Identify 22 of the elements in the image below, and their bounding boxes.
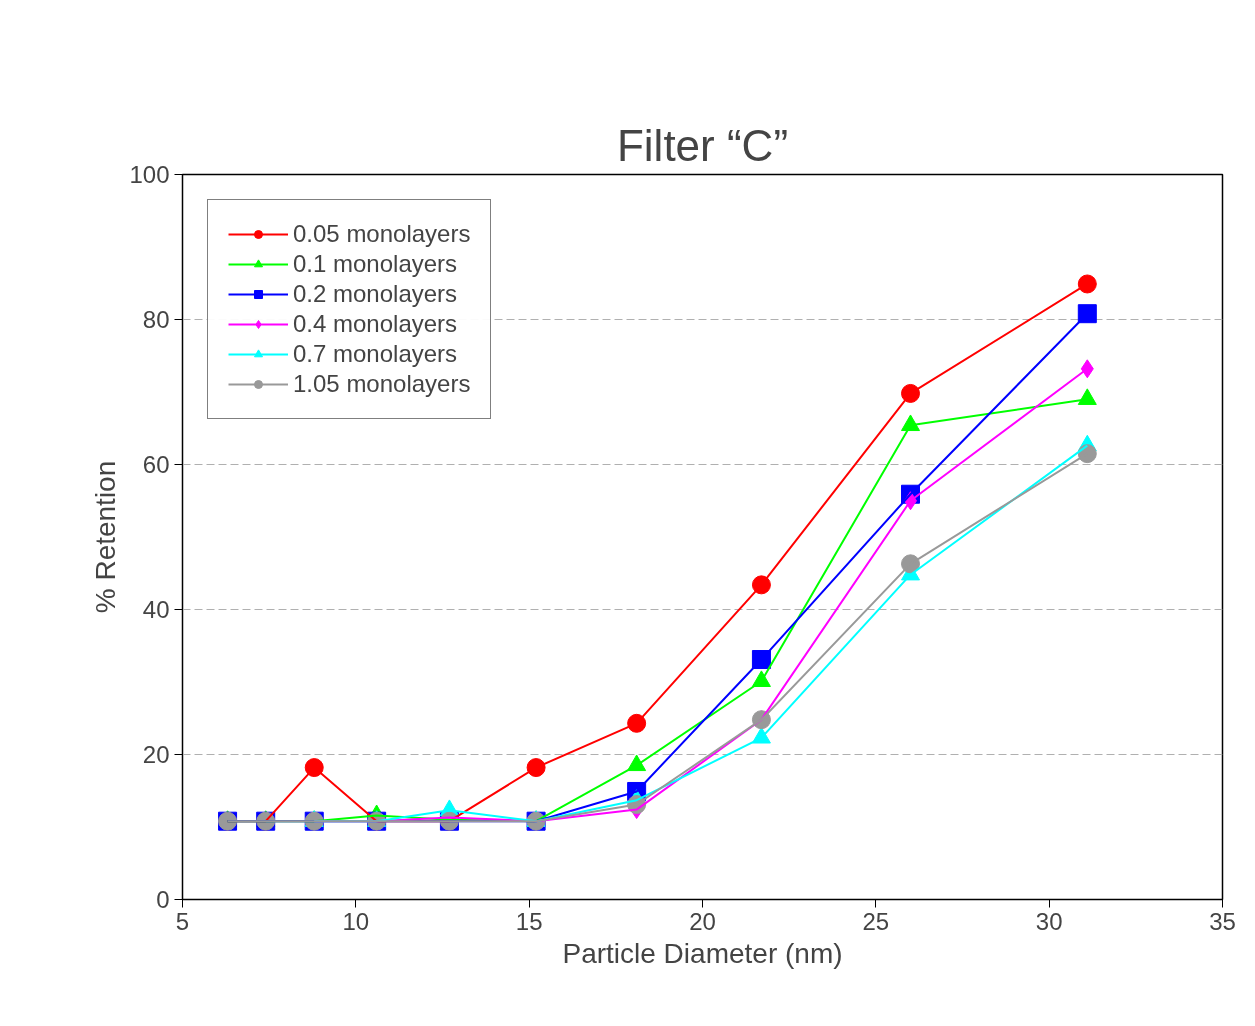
x-tick-label: 35 <box>1209 907 1236 935</box>
y-axis-title: % Retention <box>90 460 122 614</box>
x-tick-label: 10 <box>342 907 370 935</box>
legend-label: 1.05 monolayers <box>293 370 471 398</box>
legend-label: 0.4 monolayers <box>293 310 458 338</box>
legend-label: 0.7 monolayers <box>293 340 458 368</box>
x-tick-label: 5 <box>175 907 190 935</box>
y-tick-label: 60 <box>142 451 170 478</box>
y-tick-label: 0 <box>156 886 170 913</box>
x-tick-label: 25 <box>862 907 890 935</box>
legend-label: 0.05 monolayers <box>293 220 471 248</box>
y-tick-label: 100 <box>129 161 170 188</box>
x-tick-label: 20 <box>689 907 716 935</box>
x-tick-label: 30 <box>1035 907 1063 935</box>
x-axis-title: Particle Diameter (nm) <box>562 937 843 969</box>
chart-title: Filter “C” <box>616 120 789 170</box>
y-tick-label: 80 <box>142 306 170 333</box>
legend-label: 0.1 monolayers <box>293 250 458 278</box>
y-tick-label: 40 <box>142 596 170 623</box>
legend-label: 0.2 monolayers <box>293 280 458 308</box>
x-tick-label: 15 <box>515 907 543 935</box>
y-tick-label: 20 <box>142 741 170 768</box>
